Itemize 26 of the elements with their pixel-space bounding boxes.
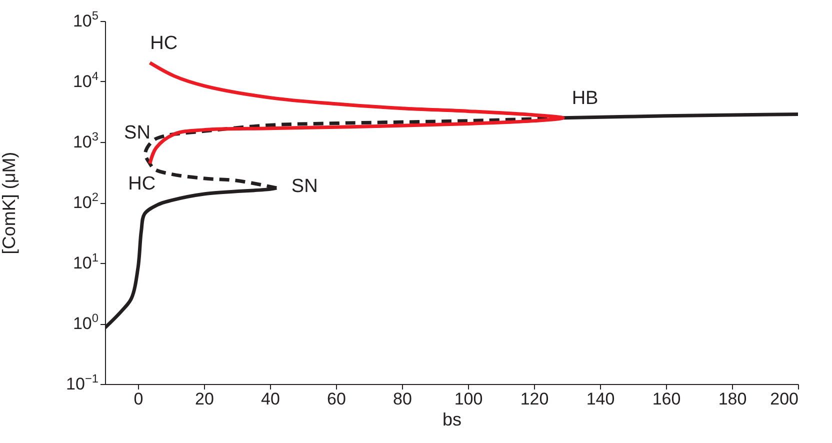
y-tick-label: 10$^{0}$ <box>72 311 99 333</box>
x-axis-title: bs <box>442 410 462 430</box>
annotation: SN <box>291 176 318 197</box>
y-axis-title: [ComK] (μM) <box>0 152 19 254</box>
x-tick-label: 80 <box>393 390 412 408</box>
annotation: HC <box>128 174 156 195</box>
x-tick-label: 140 <box>586 390 615 408</box>
x-tick-label: 160 <box>652 390 681 408</box>
x-tick-label: 120 <box>520 390 549 408</box>
annotation: HC <box>150 32 178 54</box>
line-series <box>148 61 565 166</box>
x-tick-label: 60 <box>327 390 346 408</box>
y-tick-label: 10$^{5}$ <box>72 8 99 30</box>
y-tick-label: 10$^{3}$ <box>72 130 99 152</box>
x-tick-label: 180 <box>718 390 747 408</box>
x-tick-label: 100 <box>454 390 483 408</box>
x-tick-label: 0 <box>134 390 144 408</box>
y-tick-label: 10$^{2}$ <box>72 190 99 212</box>
x-tick-label: 20 <box>195 390 214 408</box>
y-tick-label: 10$^{4}$ <box>72 69 99 91</box>
annotation: SN <box>124 122 150 144</box>
annotation: HB <box>572 88 598 109</box>
y-tick-label: 10$^{1}$ <box>72 250 99 272</box>
x-tick-label: 40 <box>261 390 280 408</box>
y-tick-label: 10$^{−1}$ <box>66 372 99 394</box>
x-tick-label: 200 <box>770 390 798 408</box>
